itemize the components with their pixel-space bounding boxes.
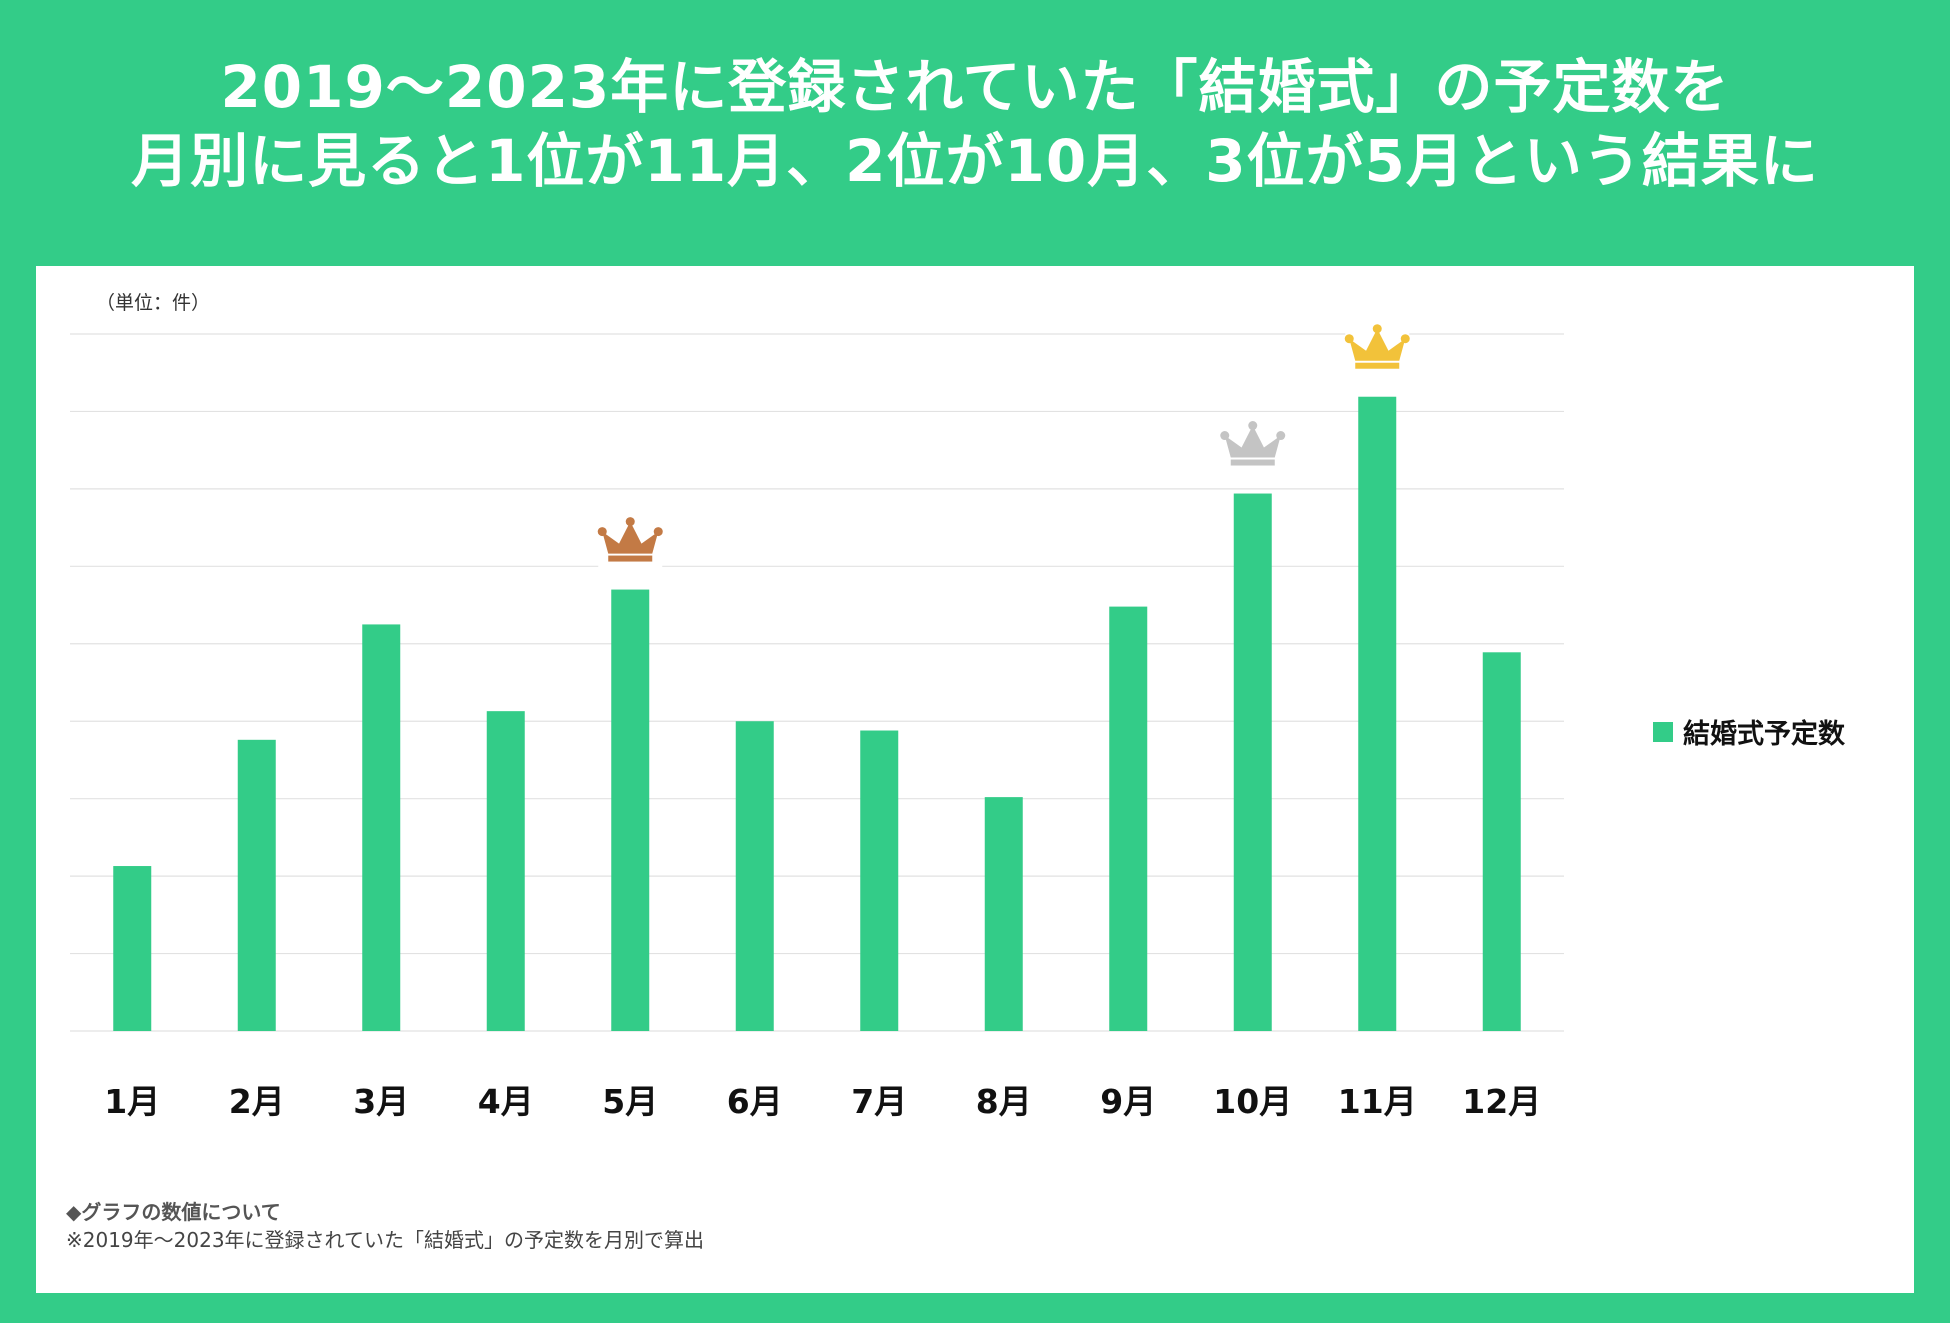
bars <box>113 396 1521 1032</box>
crown-jewel <box>597 527 607 537</box>
x-tick-label: 9月 <box>1100 1082 1156 1121</box>
chart-title: 2019〜2023年に登録されていた「結婚式」の予定数を 月別に見ると1位が11… <box>0 50 1950 198</box>
crown-body <box>1349 328 1406 361</box>
x-tick-label: 6月 <box>727 1082 783 1121</box>
x-tick-label: 2月 <box>229 1082 285 1121</box>
x-tick-label: 10月 <box>1213 1082 1292 1121</box>
x-tick-label: 3月 <box>353 1082 409 1121</box>
bar-11月 <box>1358 396 1397 1031</box>
legend-swatch <box>1653 721 1673 742</box>
x-tick-label: 7月 <box>851 1082 907 1121</box>
crown-jewel <box>1400 334 1410 344</box>
bronze-crown-icon <box>597 515 663 570</box>
crown-base <box>1230 459 1275 466</box>
crown-jewel <box>1372 324 1382 334</box>
legend-label: 結婚式予定数 <box>1683 719 1845 750</box>
crown-jewel <box>1220 431 1230 441</box>
bar-6月 <box>735 721 774 1031</box>
bar-2月 <box>237 739 276 1031</box>
crown-jewel <box>1276 431 1286 441</box>
crown-jewel <box>1344 334 1354 344</box>
title-line-1: 2019〜2023年に登録されていた「結婚式」の予定数を <box>220 53 1730 121</box>
x-tick-labels: 1月 2月 3月 4月 5月 6月 7月 8月 9月 10月 11月 12月 <box>104 1082 1541 1121</box>
crown-jewel <box>1248 421 1258 431</box>
bar-4月 <box>486 711 525 1031</box>
gridlines <box>70 333 1564 1032</box>
x-tick-label: 1月 <box>104 1082 160 1121</box>
rank-crowns <box>597 322 1410 570</box>
x-tick-label: 12月 <box>1462 1082 1541 1121</box>
crown-jewel <box>653 527 663 537</box>
data-note: ◆グラフの数値について ※2019年〜2023年に登録されていた「結婚式」の予定… <box>66 1198 704 1254</box>
unit-label: （単位：件） <box>96 292 211 314</box>
title-line-2: 月別に見ると1位が11月、2位が10月、3位が5月という結果に <box>131 127 1819 195</box>
bar-5月 <box>611 589 650 1031</box>
note-heading: ◆グラフの数値について <box>66 1200 281 1224</box>
x-tick-label: 4月 <box>478 1082 534 1121</box>
note-body: ※2019年〜2023年に登録されていた「結婚式」の予定数を月別で算出 <box>66 1228 704 1252</box>
silver-crown-icon <box>1220 419 1286 474</box>
bar-9月 <box>1109 606 1148 1031</box>
bar-1月 <box>113 866 152 1031</box>
x-tick-label: 8月 <box>976 1082 1032 1121</box>
bar-12月 <box>1482 652 1521 1031</box>
x-tick-label: 11月 <box>1338 1082 1417 1121</box>
crown-body <box>1224 425 1281 458</box>
crown-body <box>602 521 659 554</box>
bar-chart: 1月 2月 3月 4月 5月 6月 7月 8月 9月 10月 11月 12月 <box>70 322 1564 1121</box>
crown-jewel <box>625 517 635 527</box>
bar-8月 <box>984 797 1023 1031</box>
bar-10月 <box>1233 493 1272 1032</box>
chart-panel: （単位：件） 1月 2月 3月 4月 5月 6月 7月 8月 9月 10月 11月 12月 結婚式予定… <box>36 266 1914 1293</box>
x-tick-label: 5月 <box>602 1082 658 1121</box>
legend: 結婚式予定数 <box>1653 712 1845 751</box>
bar-3月 <box>362 624 401 1031</box>
crown-base <box>1355 362 1400 369</box>
crown-base <box>608 555 653 562</box>
bar-7月 <box>860 730 899 1031</box>
gold-crown-icon <box>1344 322 1410 377</box>
